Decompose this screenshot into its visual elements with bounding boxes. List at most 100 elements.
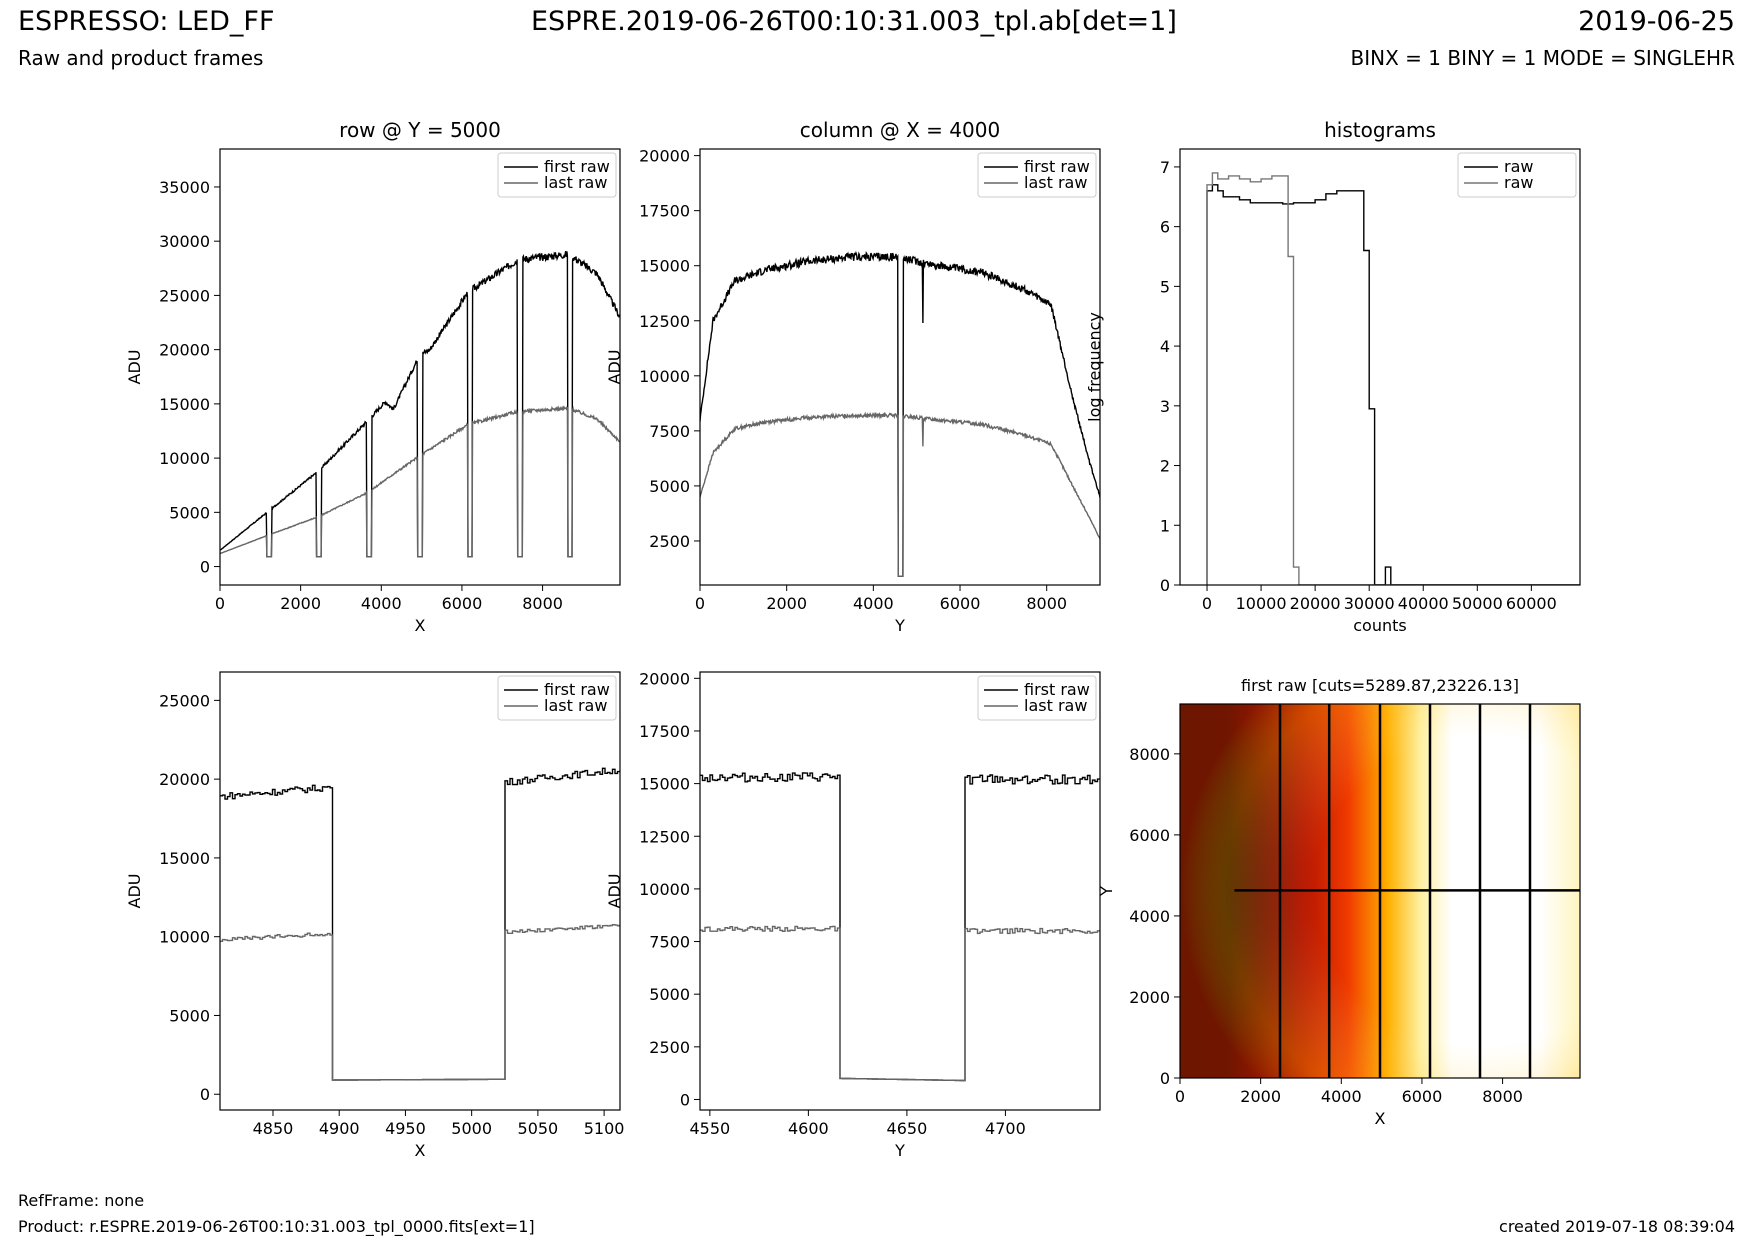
legend-entry: first raw [1024, 157, 1090, 176]
y-tick-label: 2500 [649, 1038, 690, 1057]
page-title: ESPRESSO: LED_FF [18, 6, 275, 37]
histogram-step [1206, 172, 1580, 585]
y-tick-label: 12500 [639, 827, 690, 846]
y-tick-label: 6000 [1129, 826, 1170, 845]
x-tick-label: 4650 [887, 1119, 928, 1138]
axes-frame [699, 148, 1101, 586]
legend-box [497, 152, 617, 198]
y-tick-label: 20000 [159, 770, 210, 789]
series-line-first-raw [700, 772, 1100, 1082]
legend-entry: last raw [544, 696, 607, 715]
footer-refframe: RefFrame: none [18, 1191, 145, 1210]
y-tick-label: 35000 [159, 178, 210, 197]
legend-entry: last raw [544, 173, 607, 192]
footer-created: created 2019-07-18 08:39:04 [1499, 1217, 1735, 1236]
x-tick-label: 5050 [518, 1119, 559, 1138]
x-tick-label: 4550 [689, 1119, 730, 1138]
x-axis-label: X [415, 616, 426, 635]
y-tick-label: 8000 [1129, 745, 1170, 764]
y-tick-label: 10000 [639, 367, 690, 386]
chart-title: column @ X = 4000 [800, 118, 1000, 142]
y-tick-label: 25000 [159, 691, 210, 710]
x-tick-label: 2000 [1240, 1087, 1281, 1106]
y-axis-label: ADU [605, 350, 624, 385]
y-axis-label: ADU [605, 874, 624, 909]
legend-entry: raw [1504, 173, 1533, 192]
x-tick-label: 6000 [442, 594, 483, 613]
y-tick-label: 10000 [159, 928, 210, 947]
series-line-last-raw [700, 925, 1100, 1082]
mode-label: BINX = 1 BINY = 1 MODE = SINGLEHR [1350, 46, 1735, 70]
x-axis-label: counts [1353, 616, 1406, 635]
x-axis-label: Y [894, 1141, 905, 1160]
y-tick-label: 17500 [639, 722, 690, 741]
chart-title: row @ Y = 5000 [339, 118, 501, 142]
legend-entry: first raw [1024, 680, 1090, 699]
x-tick-label: 5100 [584, 1119, 625, 1138]
y-tick-label: 5000 [169, 503, 210, 522]
x-tick-label: 4950 [385, 1119, 426, 1138]
chart-row-full: 0 2000 4000 6000 8000 0 5000 10000 15000 20000 250… [125, 118, 621, 635]
series-line-last-raw [220, 405, 620, 558]
series-line-first-raw [700, 250, 1100, 577]
series-line-last-raw [700, 411, 1100, 577]
y-tick-label: 20000 [639, 147, 690, 166]
y-tick-label: 4000 [1129, 907, 1170, 926]
chart-column-zoom: 4550 4600 4650 4700 0 2500 5000 7500 10000 12500 1… [605, 669, 1101, 1160]
series-line-first-raw [220, 250, 620, 558]
y-tick-label: 3 [1160, 397, 1170, 416]
y-tick-label: 20000 [159, 341, 210, 360]
y-tick-label: 5000 [649, 985, 690, 1004]
legend-entry: first raw [544, 680, 610, 699]
x-tick-label: 8000 [1026, 594, 1067, 613]
y-tick-label: 0 [200, 1085, 210, 1104]
x-tick-label: 5000 [451, 1119, 492, 1138]
x-tick-label: 2000 [280, 594, 321, 613]
y-tick-label: 7 [1160, 158, 1170, 177]
y-tick-label: 15000 [639, 257, 690, 276]
y-tick-label: 17500 [639, 202, 690, 221]
date-label: 2019-06-25 [1578, 6, 1735, 37]
x-tick-label: 4600 [788, 1119, 829, 1138]
axes-frame [1179, 148, 1581, 586]
x-tick-label: 30000 [1344, 594, 1395, 613]
file-title: ESPRE.2019-06-26T00:10:31.003_tpl.ab[det… [531, 6, 1177, 37]
x-tick-label: 0 [1175, 1087, 1185, 1106]
x-tick-label: 6000 [940, 594, 981, 613]
x-axis-label: Y [894, 616, 905, 635]
y-tick-label: 5000 [649, 477, 690, 496]
y-tick-label: 7500 [649, 422, 690, 441]
axes-frame [699, 671, 1101, 1111]
y-tick-label: 10000 [639, 880, 690, 899]
y-axis-label: ADU [125, 874, 144, 909]
footer-product: Product: r.ESPRE.2019-06-26T00:10:31.003… [18, 1217, 535, 1236]
chart-title: histograms [1324, 118, 1436, 142]
x-tick-label: 40000 [1398, 594, 1449, 613]
x-tick-label: 20000 [1290, 594, 1341, 613]
y-tick-label: 5 [1160, 277, 1170, 296]
x-tick-label: 4000 [361, 594, 402, 613]
y-tick-label: 2000 [1129, 988, 1170, 1007]
y-tick-label: 0 [680, 1090, 690, 1109]
y-axis-label: Y [1097, 886, 1116, 897]
legend-box [977, 152, 1097, 198]
x-tick-label: 0 [1202, 594, 1212, 613]
y-tick-label: 7500 [649, 933, 690, 952]
y-tick-label: 10000 [159, 449, 210, 468]
chart-row-zoom: 4850 4900 4950 5000 5050 5100 0 5000 10000 15000 2… [125, 671, 625, 1160]
y-axis-label: ADU [125, 350, 144, 385]
x-tick-label: 4000 [1321, 1087, 1362, 1106]
y-tick-label: 0 [1160, 576, 1170, 595]
page-subtitle: Raw and product frames [18, 46, 264, 70]
axes-frame [219, 671, 621, 1111]
series-line-last-raw [220, 924, 620, 1081]
y-tick-label: 4 [1160, 337, 1170, 356]
axes-frame [219, 148, 621, 586]
chart-title: first raw [cuts=5289.87,23226.13] [1241, 676, 1519, 695]
y-tick-label: 5000 [169, 1006, 210, 1025]
y-tick-label: 0 [200, 558, 210, 577]
x-tick-label: 2000 [766, 594, 807, 613]
y-tick-label: 25000 [159, 286, 210, 305]
y-tick-label: 30000 [159, 232, 210, 251]
x-tick-label: 60000 [1506, 594, 1557, 613]
